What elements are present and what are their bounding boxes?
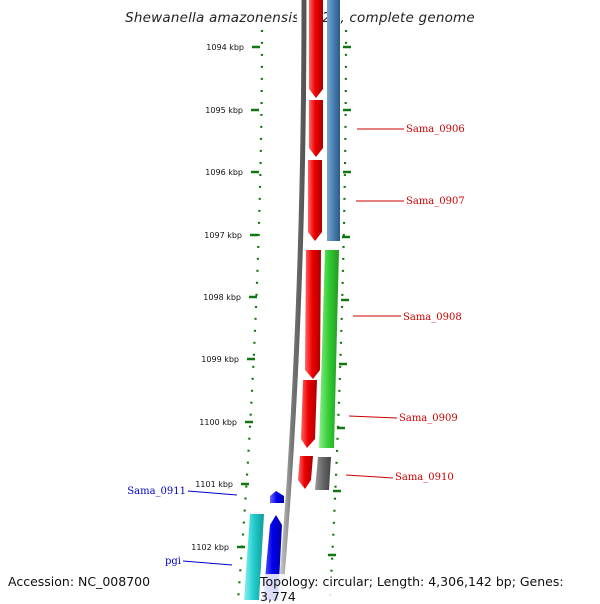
cds-arrow[interactable] xyxy=(305,250,321,379)
accession-text: Accession: NC_008700 xyxy=(8,574,151,589)
genome-backbone xyxy=(277,0,307,600)
cds-arrow[interactable] xyxy=(309,0,323,98)
gene-label-sama-0907[interactable]: Sama_0907 xyxy=(406,196,465,207)
topology-text: Topology: circular; Length: 4,306,142 bp… xyxy=(260,574,600,604)
gene-leaders xyxy=(182,128,404,566)
leader-line xyxy=(182,560,233,566)
gene-arrow-small[interactable] xyxy=(270,491,284,503)
tick-label: 1095 kbp xyxy=(205,106,243,115)
gene-label-sama-0908[interactable]: Sama_0908 xyxy=(403,312,462,323)
gene-labels: Sama_0906 Sama_0907 Sama_0908 Sama_0909 … xyxy=(127,124,464,567)
tick-label: 1099 kbp xyxy=(201,355,239,364)
ruler-outer-dots xyxy=(328,29,348,600)
cds-arrow[interactable] xyxy=(298,456,313,489)
gene-label-sama-0906[interactable]: Sama_0906 xyxy=(406,124,465,135)
ruler-inner-dots xyxy=(236,29,264,600)
leader-line xyxy=(348,415,398,419)
tick-label: 1102 kbp xyxy=(191,543,229,552)
gene-label-sama-0910[interactable]: Sama_0910 xyxy=(395,472,454,483)
tick-label: 1094 kbp xyxy=(206,43,244,52)
cds-arrow[interactable] xyxy=(309,100,323,157)
tick-label: 1096 kbp xyxy=(205,168,243,177)
tick-label: 1100 kbp xyxy=(199,418,237,427)
gene-label-pgi[interactable]: pgi xyxy=(165,556,181,567)
gene-track xyxy=(315,0,340,490)
tick-label: 1101 kbp xyxy=(195,480,233,489)
cds-arrow[interactable] xyxy=(308,160,322,241)
cds-track xyxy=(298,0,323,489)
leader-line xyxy=(345,474,394,479)
gene-block-blue[interactable] xyxy=(327,0,340,241)
gene-label-sama-0911[interactable]: Sama_0911 xyxy=(127,486,186,497)
tick-label: 1097 kbp xyxy=(204,231,242,240)
leader-line xyxy=(187,490,238,496)
outer-ruler-ticks xyxy=(328,45,351,557)
ruler-ticks: 1094 kbp 1095 kbp 1096 kbp 1097 kbp 1098… xyxy=(191,43,260,552)
gene-block-cyan[interactable] xyxy=(244,514,264,600)
gene-block-gray[interactable] xyxy=(315,457,331,490)
tick-label: 1098 kbp xyxy=(203,293,241,302)
gene-block-green[interactable] xyxy=(319,250,339,448)
gene-label-sama-0909[interactable]: Sama_0909 xyxy=(399,413,458,424)
cds-arrow[interactable] xyxy=(301,380,317,448)
